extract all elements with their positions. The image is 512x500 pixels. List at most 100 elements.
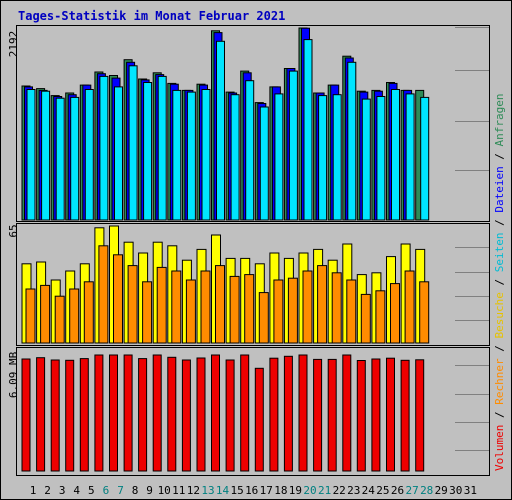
bar-volumen-day-4 [65,359,75,472]
day-label-8: 8 [132,484,139,497]
bar-rechner-day-3 [54,295,65,344]
day-label-22: 22 [333,484,346,497]
bar-rechner-day-19 [287,277,298,344]
legend-item-4: Besuche [493,292,506,338]
bar-volumen-day-21 [313,358,323,472]
bar-rechner-day-8 [127,265,138,344]
bar-seiten-day-17 [259,106,269,221]
day-label-17: 17 [260,484,273,497]
bar-seiten-day-20 [303,39,313,221]
bar-seiten-day-14 [216,40,225,221]
bar-rechner-day-11 [171,270,182,344]
bar-rechner-day-6 [98,245,109,344]
legend-item-3: / [493,339,506,359]
bar-rechner-day-22 [331,272,342,344]
panel-volume-grid [455,365,489,451]
bar-rechner-day-2 [40,284,51,344]
legend-item-0: Volumen [493,425,506,471]
bar-seiten-day-6 [99,75,109,221]
day-label-23: 23 [347,484,360,497]
bar-rechner-day-26 [390,283,400,344]
bar-rechner-day-17 [258,292,269,344]
panel-volume-axis-max: 6.09 MB [7,351,20,398]
legend-item-7: / [493,213,506,233]
bar-rechner-day-23 [346,279,357,344]
day-label-13: 13 [201,484,214,497]
panel-visits-grid [455,247,489,321]
day-label-24: 24 [362,484,376,497]
panel-visits-bars [21,225,430,344]
panel-requests-grid [455,27,489,171]
bar-seiten-day-11 [172,89,182,221]
bar-volumen-day-22 [327,358,337,472]
bar-rechner-day-14 [215,265,225,344]
bar-volumen-day-17 [254,367,264,472]
bar-volumen-day-5 [79,358,89,472]
day-label-19: 19 [289,484,302,497]
bar-volumen-day-20 [298,354,308,472]
bar-seiten-day-13 [201,89,211,221]
legend: Volumen / Rechner / Besuche / Seiten / D… [493,93,506,471]
bar-volumen-day-11 [167,356,177,472]
bar-rechner-day-16 [244,274,255,344]
bar-seiten-day-27 [405,93,415,221]
panel-requests-axis-max: 2192 [7,31,20,58]
bar-seiten-day-2 [41,90,51,221]
day-label-10: 10 [158,484,171,497]
bar-rechner-day-20 [302,270,313,344]
bar-volumen-day-23 [342,354,352,472]
bar-seiten-day-28 [420,96,430,221]
bar-rechner-day-27 [404,270,415,344]
bar-seiten-day-25 [376,96,386,221]
bar-volumen-day-8 [123,354,133,472]
day-label-28: 28 [420,484,433,497]
bar-volumen-day-28 [415,359,425,472]
bar-volumen-day-2 [36,357,46,472]
bar-volumen-day-14 [211,354,220,472]
day-label-29: 29 [435,484,448,497]
bar-volumen-day-9 [138,358,148,472]
day-label-4: 4 [73,484,80,497]
day-label-12: 12 [187,484,200,497]
legend-item-10: Anfragen [493,93,506,146]
day-label-26: 26 [391,484,404,497]
bar-rechner-day-10 [156,266,167,344]
bar-volumen-day-1 [21,358,31,472]
bar-volumen-day-27 [400,359,410,472]
bar-seiten-day-10 [157,75,167,221]
day-label-21: 21 [318,484,331,497]
bar-volumen-day-25 [371,358,381,472]
bar-volumen-day-10 [152,354,162,472]
day-label-1: 1 [30,484,37,497]
bar-rechner-day-18 [273,279,284,344]
bar-seiten-day-15 [230,94,240,221]
day-label-9: 9 [146,484,153,497]
legend-item-2: Rechner [493,358,506,405]
legend-item-5: / [493,272,506,292]
bar-volumen-day-12 [181,359,191,472]
bar-seiten-day-8 [128,65,138,221]
day-label-15: 15 [230,484,243,497]
bar-seiten-day-23 [347,61,357,221]
bar-rechner-day-21 [317,265,328,344]
bar-rechner-day-12 [185,279,196,344]
day-label-7: 7 [117,484,124,497]
bar-seiten-day-7 [114,86,123,221]
bar-rechner-day-5 [83,281,94,344]
bar-volumen-day-19 [283,355,293,472]
day-label-25: 25 [376,484,389,497]
panel-visits-axis-max: 65 [7,224,20,237]
bar-rechner-day-4 [69,288,80,344]
bar-seiten-day-12 [186,91,196,221]
bar-volumen-day-18 [269,357,279,472]
day-label-27: 27 [405,484,418,497]
bar-rechner-day-9 [142,281,153,344]
day-label-2: 2 [44,484,51,497]
day-label-14: 14 [216,484,230,497]
bar-seiten-day-3 [55,97,65,221]
legend-item-6: Seiten [493,233,506,273]
bar-seiten-day-18 [274,93,284,221]
day-label-16: 16 [245,484,258,497]
